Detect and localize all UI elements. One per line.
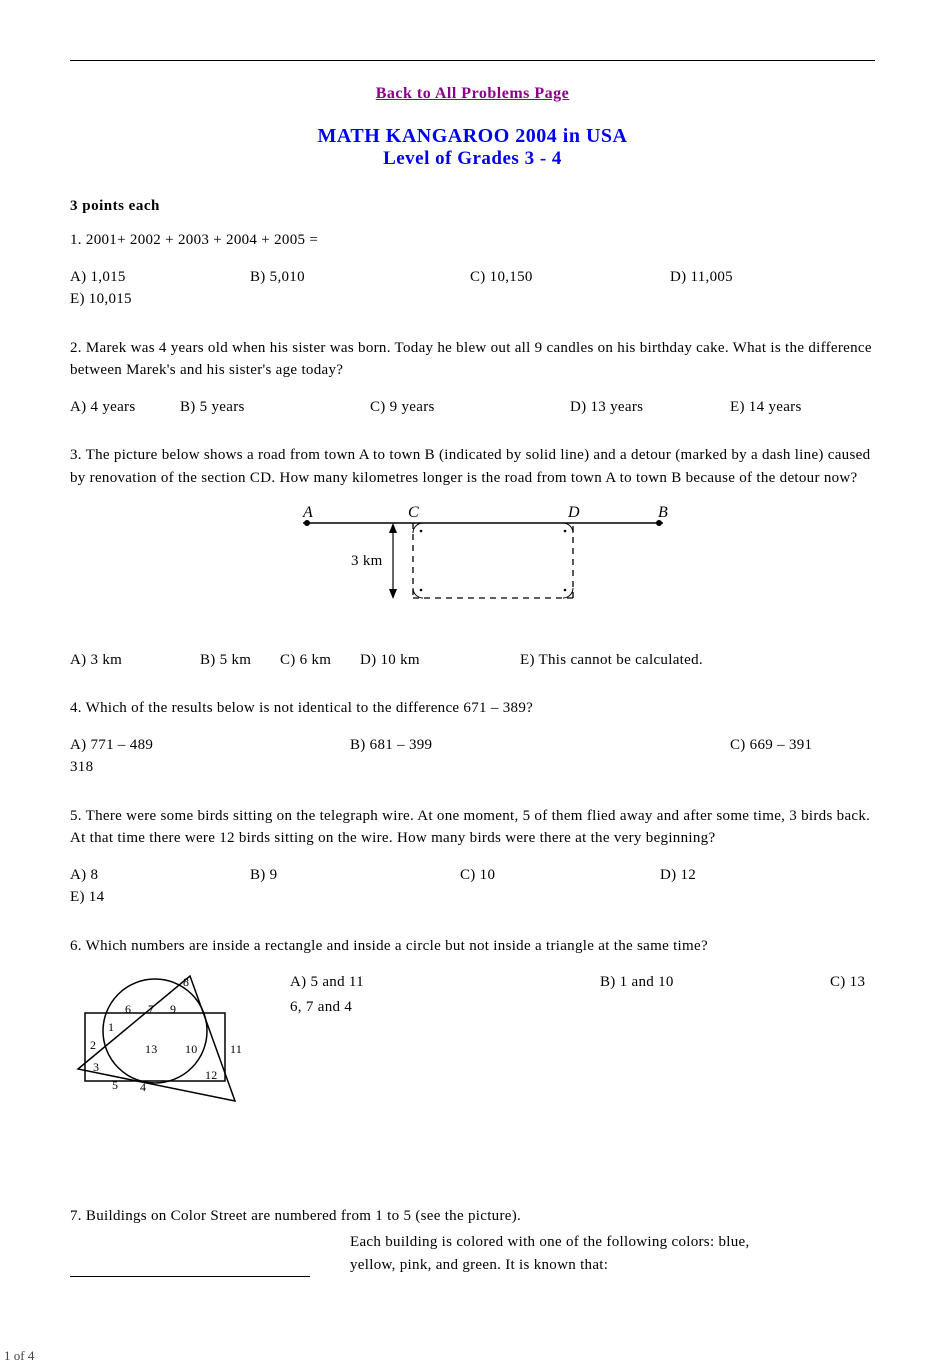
- q3-option-c: C) 6 km: [280, 649, 360, 672]
- svg-text:6: 6: [125, 1002, 131, 1016]
- q4-option-b: B) 681 – 399: [350, 734, 730, 757]
- svg-text:4: 4: [140, 1080, 146, 1094]
- q3-label-a: A: [302, 504, 313, 521]
- svg-text:5: 5: [112, 1078, 118, 1092]
- problem-2: 2. Marek was 4 years old when his sister…: [70, 337, 875, 419]
- q4-option-c: C) 669 – 391: [730, 734, 812, 757]
- q2-option-d: D) 13 years: [570, 396, 730, 419]
- q4-option-a: A) 771 – 489: [70, 734, 350, 757]
- q2-option-b: B) 5 years: [180, 396, 370, 419]
- svg-text:13: 13: [145, 1042, 158, 1056]
- q3-distance-label: 3 km: [351, 553, 383, 569]
- problem-7-text2b: yellow, pink, and green. It is known tha…: [350, 1254, 875, 1277]
- q1-option-c: C) 10,150: [470, 266, 670, 289]
- problem-7: 7. Buildings on Color Street are numbere…: [70, 1205, 875, 1228]
- q6-row2-text: 6, 7 and 4: [290, 996, 875, 1019]
- problem-2-text: 2. Marek was 4 years old when his sister…: [70, 337, 875, 382]
- svg-text:12: 12: [205, 1068, 218, 1082]
- section-points-header: 3 points each: [70, 198, 875, 215]
- q5-option-b: B) 9: [250, 864, 460, 887]
- q5-option-e: E) 14: [70, 886, 104, 909]
- q2-option-e: E) 14 years: [730, 396, 802, 419]
- problem-5-text: 5. There were some birds sitting on the …: [70, 805, 875, 850]
- q1-option-e: E) 10,015: [70, 288, 132, 311]
- back-to-problems-link[interactable]: Back to All Problems Page: [376, 85, 570, 102]
- page-subtitle: Level of Grades 3 - 4: [70, 148, 875, 170]
- q2-option-c: C) 9 years: [370, 396, 570, 419]
- q1-option-d: D) 11,005: [670, 266, 850, 289]
- footer-horizontal-rule: [70, 1276, 310, 1277]
- svg-text:7: 7: [148, 1002, 154, 1016]
- q3-option-d: D) 10 km: [360, 649, 520, 672]
- problem-4: 4. Which of the results below is not ide…: [70, 697, 875, 779]
- q1-option-b: B) 5,010: [250, 266, 470, 289]
- q3-option-e: E) This cannot be calculated.: [520, 649, 703, 672]
- q6-option-b: B) 1 and 10: [600, 971, 830, 994]
- svg-text:3: 3: [93, 1060, 99, 1074]
- page-number-footer: 1 of 4: [4, 1348, 34, 1363]
- q6-diagram: 1 2 3 4 5 6 7 8 9 10 11 12 13: [70, 971, 250, 1119]
- problem-5: 5. There were some birds sitting on the …: [70, 805, 875, 909]
- problem-3-text: 3. The picture below shows a road from t…: [70, 444, 875, 489]
- top-horizontal-rule: [70, 60, 875, 61]
- svg-text:9: 9: [170, 1002, 176, 1016]
- q3-option-b: B) 5 km: [200, 649, 280, 672]
- svg-text:11: 11: [230, 1042, 242, 1056]
- page-title: MATH KANGAROO 2004 in USA: [70, 125, 875, 148]
- q2-option-a: A) 4 years: [70, 396, 180, 419]
- problem-1-text: 1. 2001+ 2002 + 2003 + 2004 + 2005 =: [70, 229, 875, 252]
- problem-1: 1. 2001+ 2002 + 2003 + 2004 + 2005 = A) …: [70, 229, 875, 311]
- svg-text:2: 2: [90, 1038, 96, 1052]
- svg-text:8: 8: [183, 975, 189, 989]
- q4-trailing-text: 318: [70, 756, 875, 779]
- problem-7-text: 7. Buildings on Color Street are numbere…: [70, 1205, 875, 1228]
- q5-option-c: C) 10: [460, 864, 660, 887]
- q3-option-a: A) 3 km: [70, 649, 200, 672]
- q5-option-a: A) 8: [70, 864, 250, 887]
- q3-label-b: B: [658, 504, 668, 521]
- q6-option-a: A) 5 and 11: [290, 971, 600, 994]
- q1-option-a: A) 1,015: [70, 266, 250, 289]
- q3-diagram: A C D B 3 km: [70, 503, 875, 631]
- q3-label-c: C: [408, 504, 419, 521]
- problem-6: 6. Which numbers are inside a rectangle …: [70, 935, 875, 1119]
- problem-3: 3. The picture below shows a road from t…: [70, 444, 875, 671]
- problem-7-text2a: Each building is colored with one of the…: [350, 1231, 875, 1254]
- svg-text:1: 1: [108, 1020, 114, 1034]
- q5-option-d: D) 12: [660, 864, 850, 887]
- q6-option-c: C) 13: [830, 971, 865, 994]
- problem-6-text: 6. Which numbers are inside a rectangle …: [70, 935, 875, 958]
- q3-label-d: D: [567, 504, 580, 521]
- svg-text:10: 10: [185, 1042, 198, 1056]
- problem-4-text: 4. Which of the results below is not ide…: [70, 697, 875, 720]
